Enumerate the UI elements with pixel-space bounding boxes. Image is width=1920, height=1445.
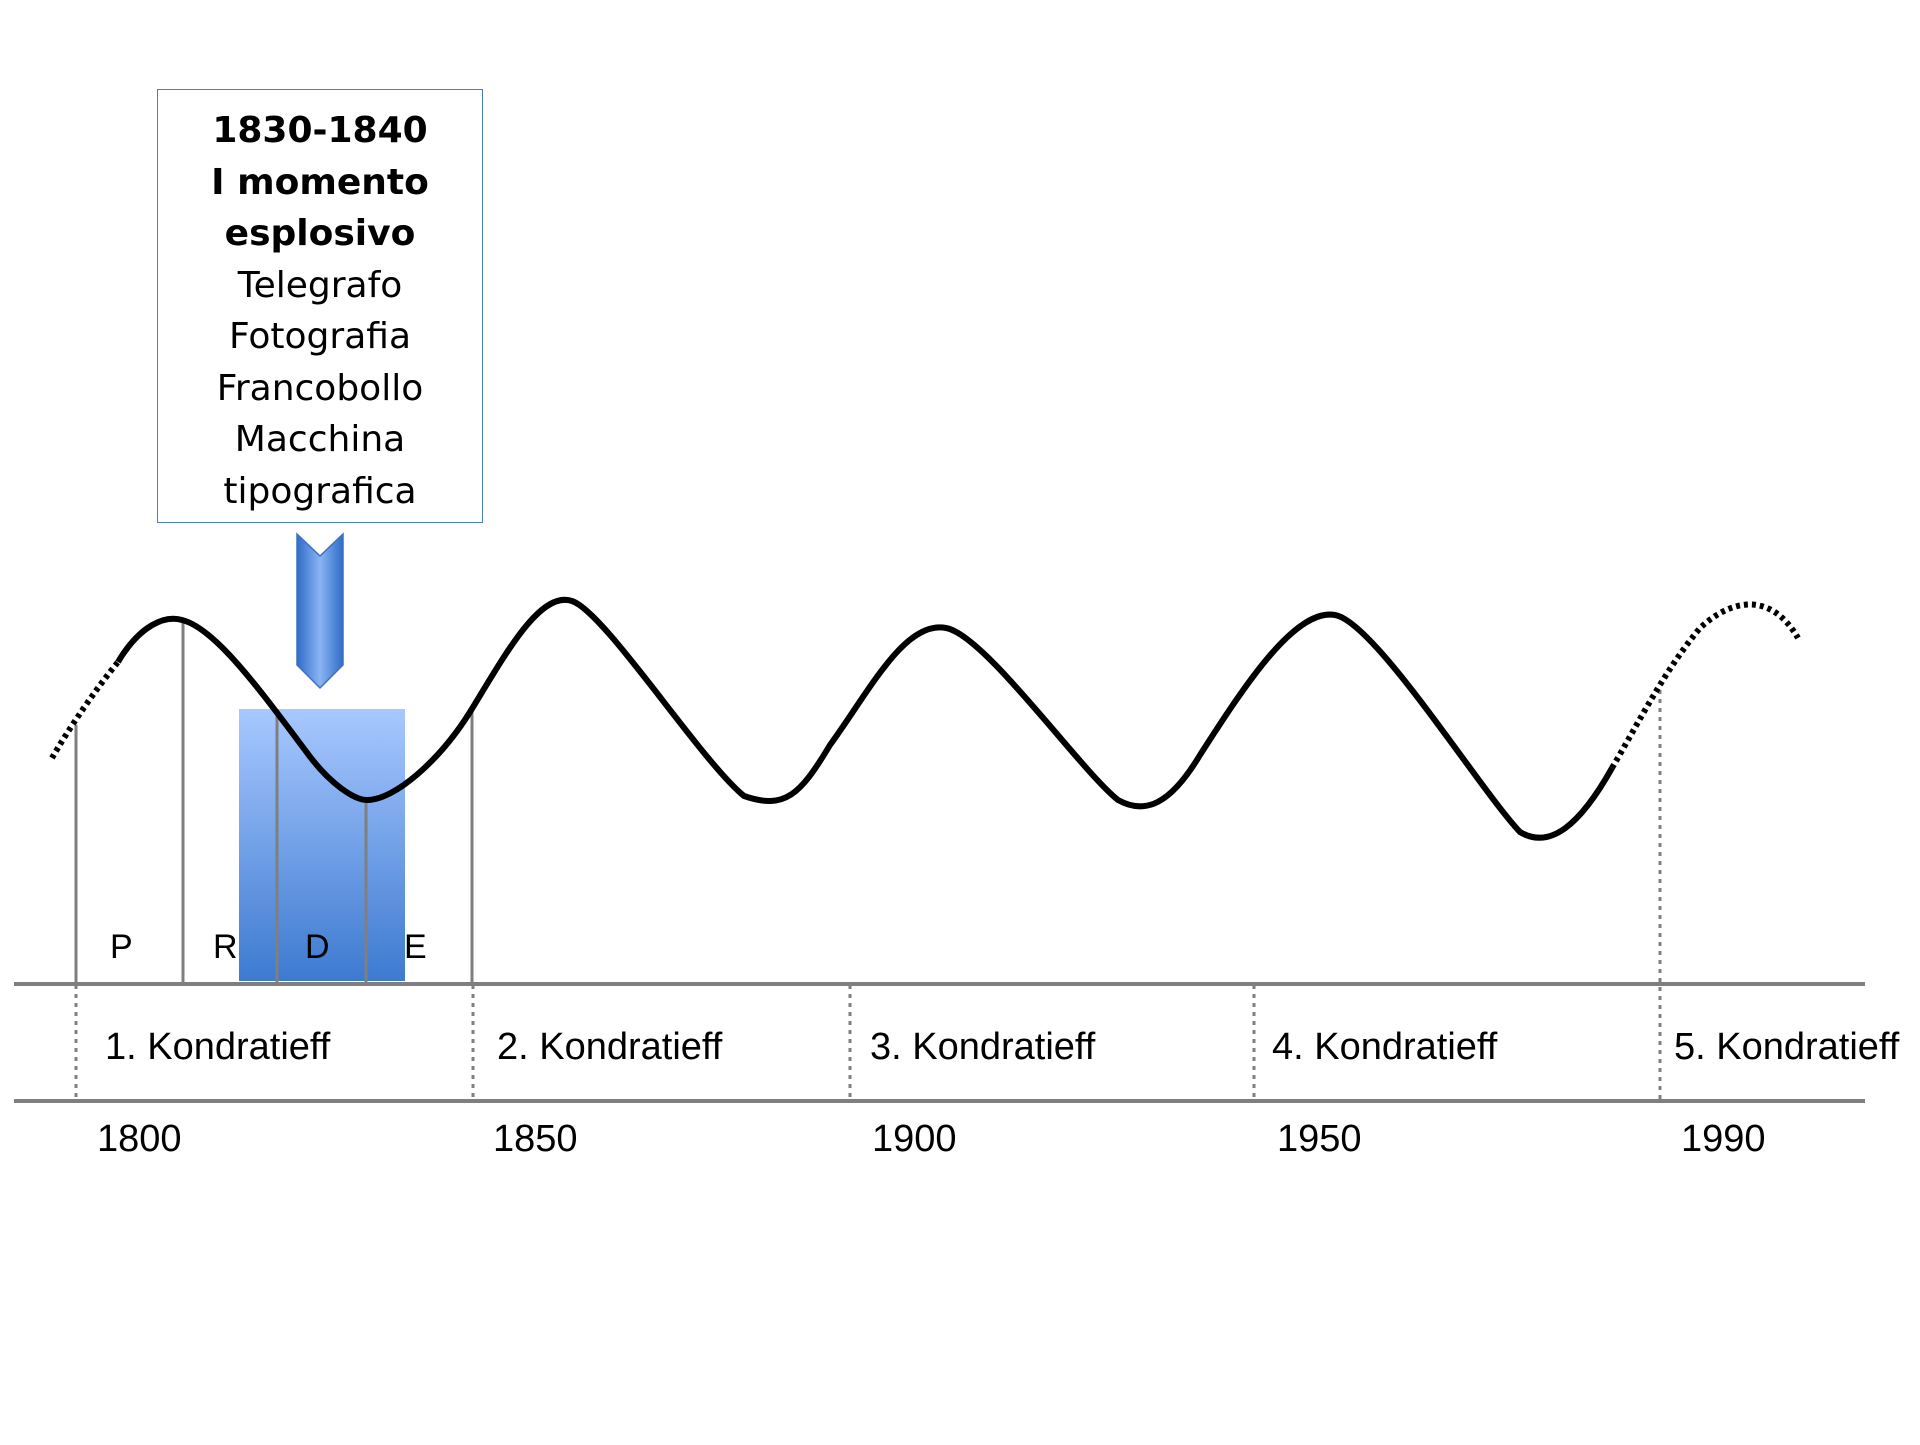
callout-box: 1830-1840 I momento esplosivo Telegrafo …	[157, 89, 483, 523]
callout-item-line: Fotografia	[228, 316, 412, 357]
wave-label: 5. Kondratieff	[1674, 1026, 1900, 1068]
callout-item-line: tipografica	[223, 470, 417, 512]
callout-item-line: Francobollo	[216, 367, 424, 409]
phase-label: P	[110, 928, 133, 966]
phase-label: D	[305, 928, 330, 966]
year-label: 1990	[1681, 1118, 1766, 1160]
callout-heading-line: 1830-1840	[212, 110, 428, 151]
wave-label: 1. Kondratieff	[105, 1026, 331, 1068]
year-label: 1800	[97, 1118, 182, 1160]
wave-label: 2. Kondratieff	[497, 1026, 723, 1068]
wave-label: 4. Kondratieff	[1272, 1026, 1498, 1068]
highlight-band	[239, 709, 405, 981]
callout-heading-line: I momento	[211, 161, 429, 203]
phase-label: R	[213, 928, 238, 966]
phase-label: E	[404, 928, 427, 966]
wave-curve-dotted-start	[49, 660, 121, 760]
callout-item-line: Telegrafo	[237, 264, 403, 306]
wave-label: 3. Kondratieff	[870, 1026, 1096, 1068]
down-arrow	[296, 532, 344, 690]
callout-item-line: Macchina	[234, 419, 406, 460]
wave-separators	[74, 690, 1662, 1100]
year-label: 1850	[493, 1118, 578, 1160]
phase-dividers	[74, 620, 474, 983]
callout-heading-line: esplosivo	[224, 213, 416, 254]
year-label: 1950	[1277, 1118, 1362, 1160]
year-label: 1900	[872, 1118, 957, 1160]
wave-curve	[115, 596, 1615, 841]
wave-curve-dotted-end	[1609, 601, 1801, 770]
